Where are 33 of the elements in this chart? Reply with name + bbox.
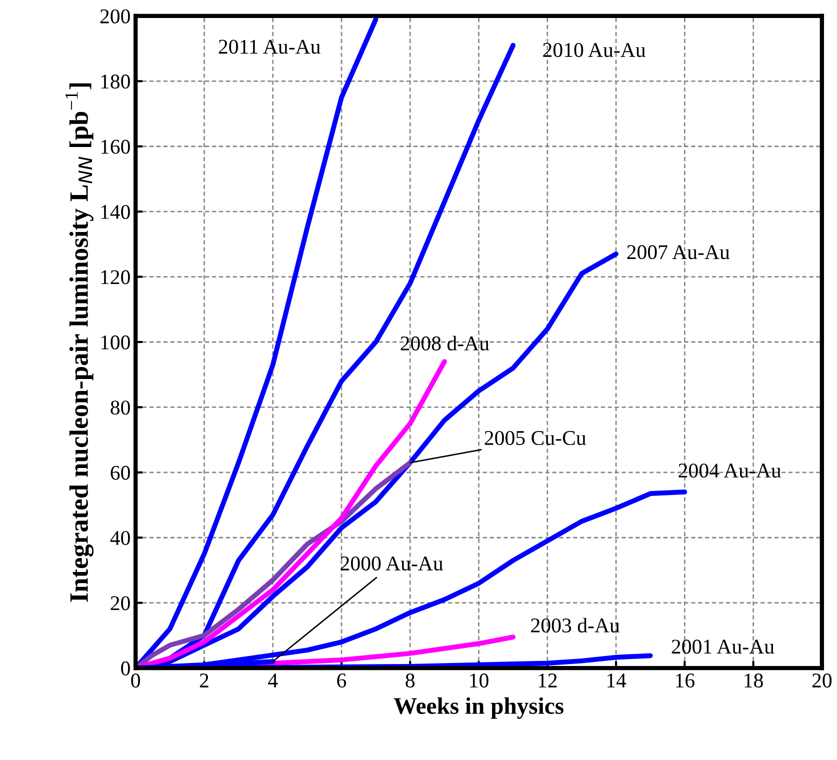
y-tick-label: 120 [101,270,130,284]
x-tick-label: 0 [131,674,140,688]
x-tick-label: 8 [406,674,415,688]
y-tick-label: 140 [101,204,130,220]
y-tick-label: 180 [101,74,130,89]
annotation: 2007 Au-Au [627,245,730,260]
annotation: 2000 Au-Au [340,556,444,571]
annotation: 2008 d-Au [400,336,490,350]
y-tick-label: 80 [110,400,130,415]
x-tick-label: 18 [744,674,763,688]
y-tick-label: 20 [110,596,130,610]
y-tick-label: 160 [101,140,130,154]
x-axis-title: Weeks in physics [394,697,564,719]
annotation: 2003 d-Au [531,618,620,632]
x-tick-label: 2 [200,674,208,688]
y-axis-title: Integrated nucleon-pair luminosity L$_{NN}$ [pb$^{−1}$] [65,83,94,602]
x-tick-label: 16 [676,674,694,688]
x-tick-label: 10 [470,674,488,688]
y-tick-label: 40 [110,531,130,546]
annotation: 2004 Au-Au [678,464,782,478]
y-tick-label: 0 [121,661,130,676]
x-tick-label: 14 [607,674,626,688]
x-tick-label: 6 [337,674,346,688]
x-tick-label: 4 [268,674,278,688]
annotation: 2010 Au-Au [543,42,646,58]
x-tick-label: 20 [812,674,832,688]
annotation: 2001 Au-Au [672,640,774,654]
y-tick-label: 60 [110,466,130,480]
x-tick-label: 12 [538,674,557,688]
annotation: 2005 Cu-Cu [484,430,586,446]
y-tick-label: 200 [100,9,130,24]
annotation: 2011 Au-Au [218,40,320,54]
y-tick-label: 100 [101,335,130,350]
